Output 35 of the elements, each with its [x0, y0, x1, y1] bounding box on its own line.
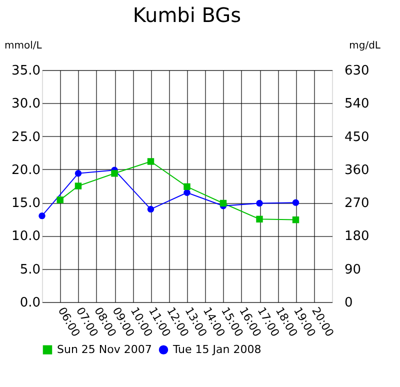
point	[74, 182, 82, 190]
y-tick-label: 0.0	[20, 296, 40, 310]
y-tick-label: 30.0	[12, 96, 40, 112]
point	[256, 216, 263, 222]
point	[220, 200, 227, 207]
y-tick-label: 15.0	[12, 196, 40, 212]
y2-tick-label: 450	[344, 130, 370, 145]
y-tick-label: 35.0	[12, 64, 40, 78]
y-tick-label: 5.0	[20, 262, 40, 278]
point	[292, 216, 300, 224]
y-axis-title: mmol/L	[4, 40, 42, 52]
point	[184, 189, 190, 196]
y2-tick-label: 630	[344, 64, 370, 78]
y-tick-label: 20.0	[12, 162, 40, 178]
point	[147, 158, 154, 165]
point	[256, 200, 263, 207]
point	[184, 183, 190, 190]
y2-tick-label: 270	[344, 196, 370, 212]
point	[292, 199, 300, 206]
y2-tick-label: 90	[344, 262, 362, 278]
y-tick-label: 25.0	[12, 130, 40, 145]
y2-tick-label: 0	[344, 296, 353, 310]
legend-label: Tue 15 Jan 2008	[172, 342, 262, 356]
point	[74, 170, 82, 177]
point	[111, 170, 118, 177]
legend-label: Sun 25 Nov 2007	[57, 342, 152, 356]
point	[56, 196, 64, 204]
y2-tick-label: 180	[344, 229, 370, 244]
y2-tick-label: 540	[344, 96, 370, 112]
y-tick-label: 10.0	[12, 229, 40, 244]
y2-tick-label: 360	[344, 162, 370, 178]
chart-title: Kumbi BGs	[132, 3, 242, 27]
y2-axis-title: mg/dL	[349, 40, 381, 52]
point	[147, 206, 154, 213]
point	[38, 212, 46, 220]
